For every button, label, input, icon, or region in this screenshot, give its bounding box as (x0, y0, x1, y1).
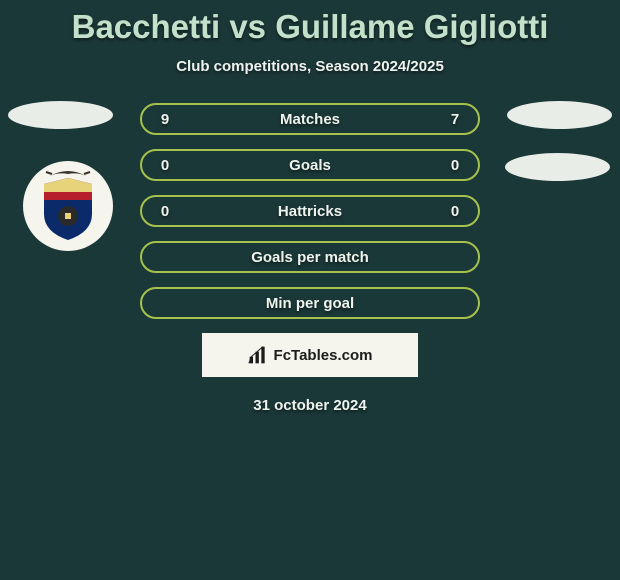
stat-row-goals: 0Goals0 (140, 149, 480, 181)
player-left-ellipse (8, 101, 113, 129)
stat-row-hattricks: 0Hattricks0 (140, 195, 480, 227)
stat-row-goals-per-match: Goals per match (140, 241, 480, 273)
club-badge-icon (40, 170, 96, 242)
player-right-ellipse-1 (507, 101, 612, 129)
stat-right-value: 7 (448, 111, 462, 128)
brand-text: FcTables.com (274, 347, 373, 364)
stat-label: Hattricks (172, 203, 448, 220)
stat-left-value: 9 (158, 111, 172, 128)
stat-label: Min per goal (172, 295, 448, 312)
stat-right-value: 0 (448, 203, 462, 220)
stat-label: Goals (172, 157, 448, 174)
stats-area: 9Matches70Goals00Hattricks0Goals per mat… (0, 103, 620, 414)
player-right-ellipse-2 (505, 153, 610, 181)
stat-label: Matches (172, 111, 448, 128)
club-badge (23, 161, 113, 251)
infographic-root: Bacchetti vs Guillame Gigliotti Club com… (0, 0, 620, 414)
stat-label: Goals per match (172, 249, 448, 266)
stat-left-value: 0 (158, 157, 172, 174)
brand-badge: FcTables.com (202, 333, 418, 377)
date-text: 31 october 2024 (0, 397, 620, 414)
page-title: Bacchetti vs Guillame Gigliotti (0, 8, 620, 46)
page-subtitle: Club competitions, Season 2024/2025 (0, 58, 620, 75)
stat-row-min-per-goal: Min per goal (140, 287, 480, 319)
stat-right-value: 0 (448, 157, 462, 174)
bar-chart-icon (248, 345, 268, 365)
stat-row-matches: 9Matches7 (140, 103, 480, 135)
stat-left-value: 0 (158, 203, 172, 220)
